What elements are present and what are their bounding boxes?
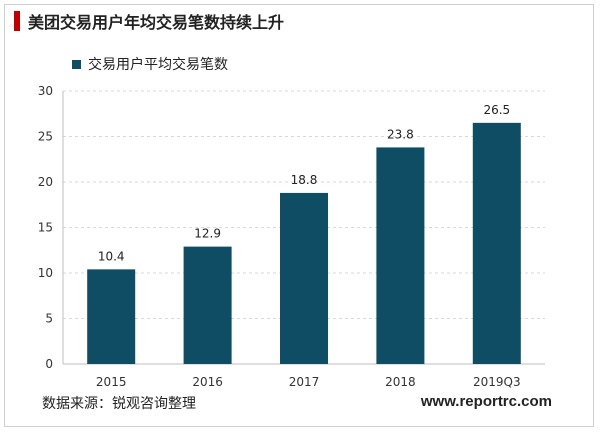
bar	[472, 122, 521, 364]
y-tick-label: 25	[38, 130, 53, 144]
data-label: 12.9	[194, 227, 221, 241]
title-row: 美团交易用户年均交易笔数持续上升	[14, 10, 284, 32]
y-tick-label: 15	[38, 221, 53, 235]
legend: 交易用户平均交易笔数	[72, 54, 228, 74]
website-label: www.reportrc.com	[420, 393, 552, 410]
x-tick-label: 2019Q3	[473, 375, 521, 389]
bar	[280, 192, 328, 364]
bar	[183, 246, 232, 364]
x-tick-label: 2018	[385, 375, 416, 389]
y-tick-label: 0	[45, 357, 53, 371]
title-marker	[14, 11, 20, 31]
chart-title: 美团交易用户年均交易笔数持续上升	[28, 13, 285, 32]
x-tick-label: 2015	[96, 375, 127, 389]
legend-label: 交易用户平均交易笔数	[88, 57, 228, 73]
y-tick-label: 30	[38, 84, 53, 98]
y-tick-label: 10	[38, 266, 53, 280]
source-note: 数据来源：锐观咨询整理	[42, 396, 196, 412]
x-tick-label: 2017	[289, 375, 320, 389]
data-label: 26.5	[483, 103, 510, 117]
x-tick-label: 2016	[192, 375, 223, 389]
legend-swatch	[72, 59, 81, 69]
data-label: 23.8	[387, 127, 414, 141]
y-tick-label: 20	[38, 175, 53, 189]
data-label: 10.4	[98, 249, 125, 263]
bar	[87, 269, 136, 364]
bar	[376, 147, 425, 364]
y-tick-label: 5	[45, 312, 53, 326]
data-label: 18.8	[291, 173, 318, 187]
